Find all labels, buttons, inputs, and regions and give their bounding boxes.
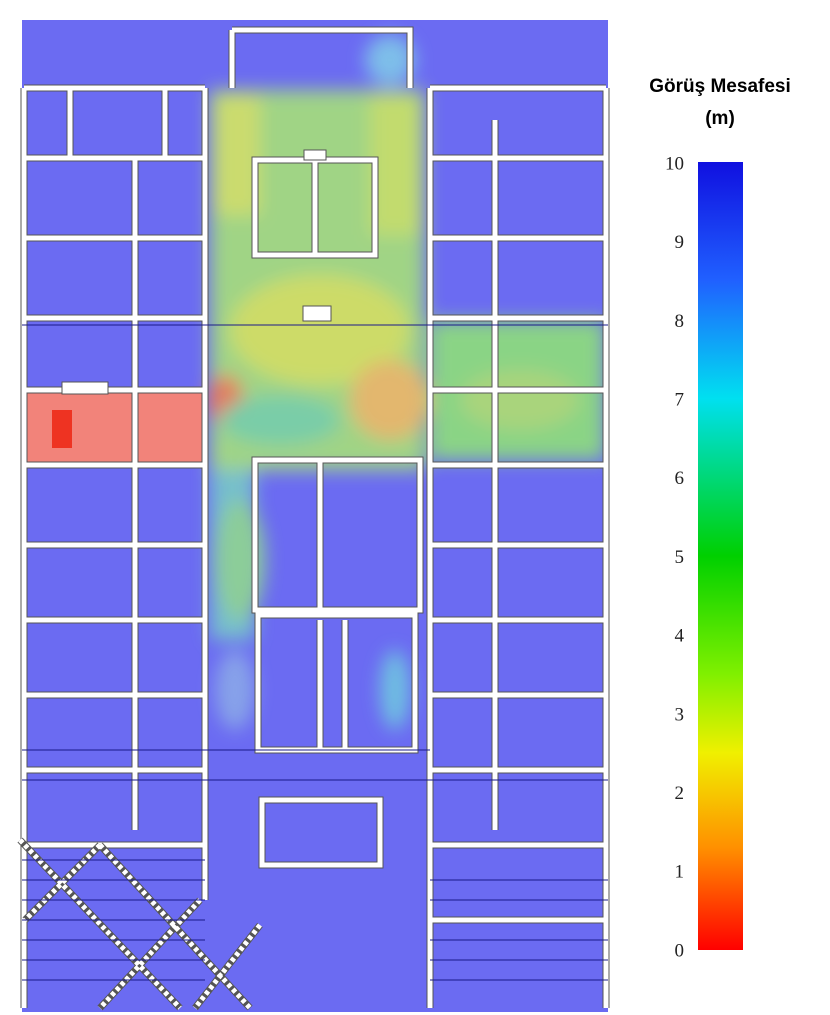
colorbar-tick-label: 8	[675, 311, 685, 332]
legend-title: Görüş Mesafesi	[649, 76, 791, 97]
colorbar-tick-label: 0	[675, 940, 685, 961]
colorbar-tick-label: 6	[675, 468, 685, 489]
colorbar-tick-label: 2	[675, 783, 685, 804]
colorbar-tick-label: 1	[675, 862, 685, 883]
walls	[17, 26, 610, 1011]
colorbar-tick-label: 5	[675, 547, 685, 568]
colorbar-tick-label: 10	[665, 153, 684, 174]
colorbar-tick-label: 3	[675, 704, 685, 725]
colorbar-tick-label: 7	[675, 389, 685, 410]
colorbar-tick-label: 4	[675, 626, 685, 647]
colorbar: Görüş Mesafesi (m) 0 1 2 3 4 5 6 7 8 9 10	[649, 76, 791, 961]
floor-plan-map	[17, 20, 610, 1012]
colorbar-gradient	[698, 162, 743, 950]
legend-unit: (m)	[705, 108, 735, 129]
colorbar-tick-label: 9	[675, 232, 685, 253]
